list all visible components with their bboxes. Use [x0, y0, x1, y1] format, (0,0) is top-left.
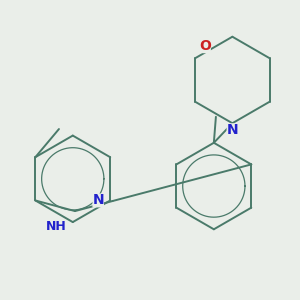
Text: O: O	[199, 39, 211, 53]
Text: N: N	[92, 194, 104, 208]
Text: NH: NH	[46, 220, 67, 233]
Text: N: N	[226, 123, 238, 137]
